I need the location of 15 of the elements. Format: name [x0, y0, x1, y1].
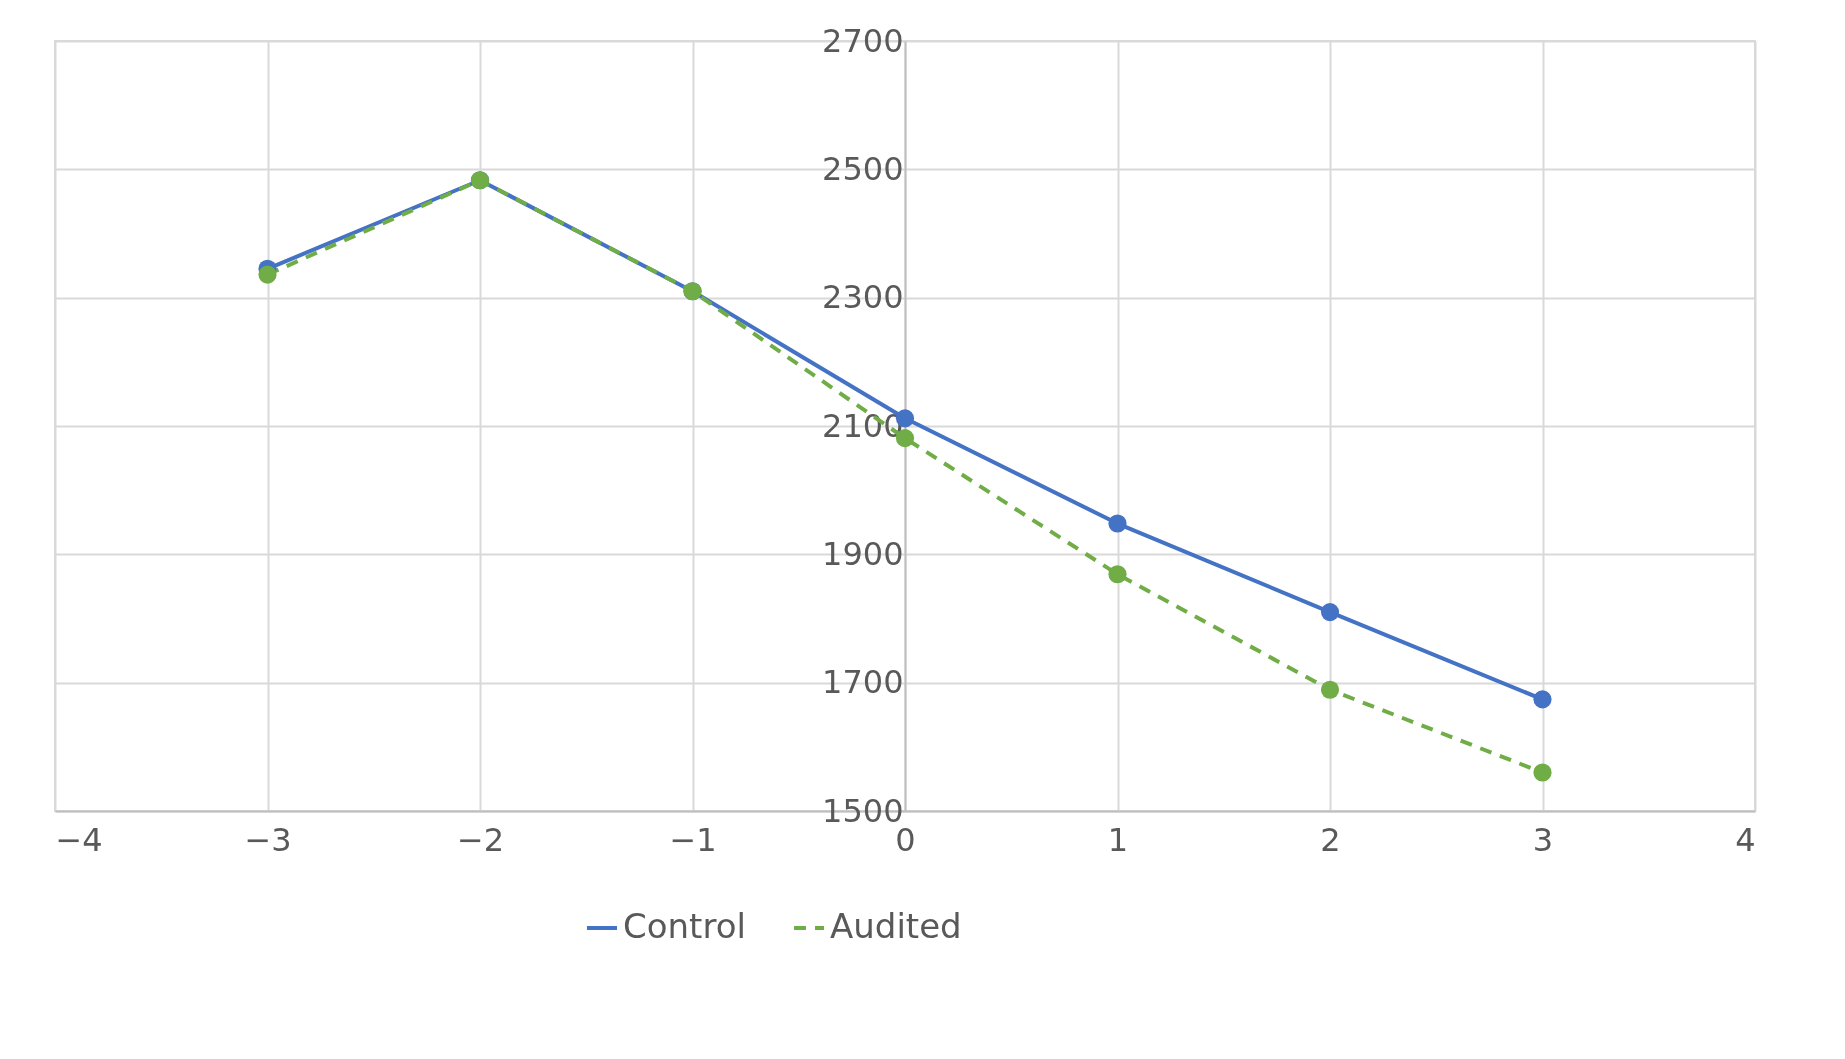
x-tick-label: 4 — [1735, 820, 1756, 859]
x-tick-label: 1 — [1107, 820, 1129, 859]
y-tick-label: 2500 — [822, 149, 904, 188]
legend-label: Control — [623, 906, 746, 946]
y-tick-label: 2700 — [822, 21, 904, 60]
x-tick-label: −1 — [669, 820, 717, 859]
y-tick-label: 2300 — [822, 278, 904, 317]
x-tick-label: −4 — [55, 820, 103, 859]
y-tick-label: 1900 — [822, 534, 904, 573]
legend-label: Audited — [830, 906, 962, 946]
x-tick-label: 2 — [1320, 820, 1341, 859]
y-tick-label: 1700 — [822, 663, 904, 702]
x-tick-label: −2 — [456, 820, 505, 859]
x-tick-label: −3 — [244, 820, 292, 859]
x-tick-label: 3 — [1532, 820, 1554, 859]
